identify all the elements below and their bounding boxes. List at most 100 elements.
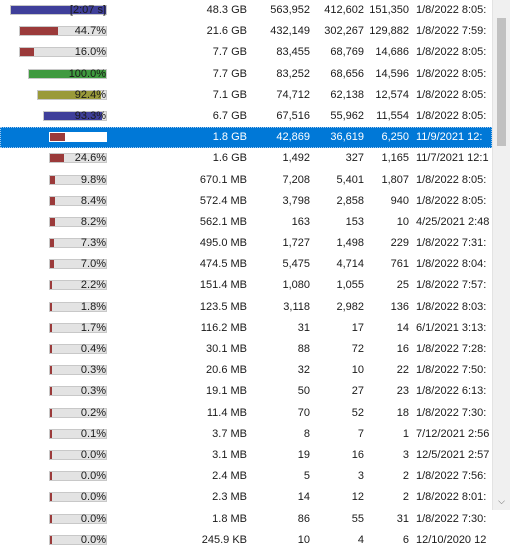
size-percent-bar-fill xyxy=(50,493,52,502)
files-count-cell: 2,858 xyxy=(336,194,364,207)
files-count-cell: 1,498 xyxy=(336,237,364,250)
percent-cell: 7.0% xyxy=(80,258,106,271)
files-count-cell: 7 xyxy=(357,427,364,440)
size-cell: 123.5 MB xyxy=(199,300,247,313)
items-count-cell: 42,869 xyxy=(276,131,310,144)
size-percent-bar-fill xyxy=(50,408,52,417)
size-cell: 116.2 MB xyxy=(200,321,247,334)
percent-cell: 0.0% xyxy=(80,448,106,461)
folders-count-cell: 14 xyxy=(396,321,409,334)
folders-count-cell: 23 xyxy=(396,385,409,398)
last-modified-cell: 6/1/2021 3:13: xyxy=(416,321,487,334)
folders-count-cell: 31 xyxy=(396,512,409,525)
folders-count-cell: 16 xyxy=(396,343,409,355)
size-percent-bar-fill xyxy=(50,450,52,459)
size-cell: 48.3 GB xyxy=(206,4,247,16)
files-count-cell: 5,401 xyxy=(336,173,364,186)
folders-count-cell: 25 xyxy=(396,279,409,292)
last-modified-cell: 1/8/2022 8:01: xyxy=(416,491,487,504)
size-cell: 151.4 MB xyxy=(199,279,247,292)
table-row[interactable]: 93.3% 6.7 GB 67,516 55,962 11,554 1/8/2022 8:… xyxy=(0,106,492,127)
files-count-cell: 412,602 xyxy=(324,4,364,16)
table-row[interactable]: 100.0% 7.7 GB 83,252 68,656 14,596 1/8/2022 8… xyxy=(0,64,492,85)
items-count-cell: 1,080 xyxy=(282,279,310,292)
table-row[interactable]: 8.2% 562.1 MB 163 153 10 4/25/2021 2:48 xyxy=(0,212,492,233)
vertical-scrollbar[interactable]: ⌵ xyxy=(492,0,510,510)
size-cell: 20.6 MB xyxy=(206,364,247,377)
table-row[interactable]: 0.0% 1.8 MB 86 55 31 1/8/2022 7:30: xyxy=(0,509,492,530)
percent-cell: 0.3% xyxy=(80,364,106,377)
percent-cell: 100.0% xyxy=(68,67,106,80)
last-modified-cell: 1/8/2022 7:50: xyxy=(416,364,487,377)
chevron-down-icon[interactable]: ⌵ xyxy=(498,496,505,506)
table-row[interactable]: 0.1% 3.7 MB 8 7 1 7/12/2021 2:56 xyxy=(0,424,492,445)
table-row[interactable]: 0.2% 11.4 MB 70 52 18 1/8/2022 7:30: xyxy=(0,403,492,424)
percent-cell: 0.4% xyxy=(80,343,106,355)
items-count-cell: 70 xyxy=(297,406,310,419)
table-row[interactable]: 8.4% 572.4 MB 3,798 2,858 940 1/8/2022 8:05: xyxy=(0,191,492,212)
items-count-cell: 74,712 xyxy=(276,88,310,101)
table-row[interactable]: 27.6% 1.8 GB 42,869 36,619 6,250 11/9/2021 12… xyxy=(0,127,492,149)
folders-count-cell: 12,574 xyxy=(375,88,409,101)
last-modified-cell: 1/8/2022 8:05: xyxy=(416,109,487,122)
table-row[interactable]: 2.2% 151.4 MB 1,080 1,055 25 1/8/2022 7:57: xyxy=(0,275,492,296)
last-modified-cell: 1/8/2022 6:13: xyxy=(416,385,487,398)
items-count-cell: 8 xyxy=(303,427,310,440)
size-percent-bar-fill xyxy=(50,323,52,332)
table-row[interactable]: 24.6% 1.6 GB 1,492 327 1,165 11/7/2021 12:1 xyxy=(0,148,492,169)
folders-count-cell: 22 xyxy=(396,364,409,377)
size-percent-bar xyxy=(49,365,107,376)
items-count-cell: 7,208 xyxy=(282,173,310,186)
items-count-cell: 1,492 xyxy=(282,152,310,165)
last-modified-cell: 1/8/2022 8:04: xyxy=(416,258,487,271)
table-row[interactable]: 92.4% 7.1 GB 74,712 62,138 12,574 1/8/2022 8:… xyxy=(0,85,492,106)
size-percent-bar xyxy=(49,492,107,503)
scrollbar-thumb[interactable] xyxy=(497,18,506,146)
size-cell: 7.7 GB xyxy=(212,46,247,59)
percent-cell: 93.3% xyxy=(74,109,106,122)
size-percent-bar-fill xyxy=(38,90,101,99)
last-modified-cell: 12/5/2021 2:57 xyxy=(416,448,490,461)
folders-count-cell: 229 xyxy=(390,237,409,250)
size-percent-bar xyxy=(37,89,107,100)
table-row[interactable]: 0.0% 245.9 KB 10 4 6 12/10/2020 12 xyxy=(0,530,492,551)
table-row[interactable]: [2:07 s] 48.3 GB 563,952 412,602 151,350 1/8/… xyxy=(0,0,492,21)
percent-cell: 16.0% xyxy=(74,46,106,59)
files-count-cell: 302,267 xyxy=(324,25,364,38)
files-count-cell: 72 xyxy=(351,343,364,355)
size-percent-bar xyxy=(10,5,107,15)
size-percent-bar xyxy=(49,280,107,291)
size-percent-bar-fill xyxy=(20,48,34,57)
files-count-cell: 55,962 xyxy=(330,109,364,122)
table-row[interactable]: 7.3% 495.0 MB 1,727 1,498 229 1/8/2022 7:31: xyxy=(0,233,492,254)
last-modified-cell: 4/25/2021 2:48 xyxy=(416,215,490,228)
size-percent-bar-fill xyxy=(50,429,52,438)
files-count-cell: 17 xyxy=(351,321,364,334)
table-row[interactable]: 0.0% 3.1 MB 19 16 3 12/5/2021 2:57 xyxy=(0,445,492,466)
folders-count-cell: 6 xyxy=(402,533,409,546)
folders-count-cell: 6,250 xyxy=(381,131,409,144)
table-row[interactable]: 0.0% 2.3 MB 14 12 2 1/8/2022 8:01: xyxy=(0,487,492,508)
size-cell: 2.4 MB xyxy=(212,470,247,483)
size-percent-bar xyxy=(19,26,107,37)
items-count-cell: 88 xyxy=(297,343,310,355)
files-count-cell: 68,656 xyxy=(330,67,364,80)
last-modified-cell: 1/8/2022 8:05: xyxy=(416,173,487,186)
size-percent-bar-fill xyxy=(50,345,52,353)
table-row[interactable]: 1.8% 123.5 MB 3,118 2,982 136 1/8/2022 8:03: xyxy=(0,297,492,318)
size-percent-bar-fill xyxy=(50,239,54,248)
folders-count-cell: 14,596 xyxy=(375,67,409,80)
table-row[interactable]: 0.0% 2.4 MB 5 3 2 1/8/2022 7:56: xyxy=(0,466,492,487)
table-row[interactable]: 7.0% 474.5 MB 5,475 4,714 761 1/8/2022 8:04: xyxy=(0,254,492,275)
table-row[interactable]: 44.7% 21.6 GB 432,149 302,267 129,882 1/8/202… xyxy=(0,21,492,42)
table-row[interactable]: 0.3% 19.1 MB 50 27 23 1/8/2022 6:13: xyxy=(0,381,492,402)
size-cell: 1.8 GB xyxy=(212,131,247,144)
folders-count-cell: 1,165 xyxy=(381,152,409,165)
table-row[interactable]: 1.7% 116.2 MB 31 17 14 6/1/2021 3:13: xyxy=(0,318,492,339)
table-row[interactable]: 0.4% 30.1 MB 88 72 16 1/8/2022 7:28: xyxy=(0,339,492,360)
size-cell: 2.3 MB xyxy=(212,491,247,504)
table-row[interactable]: 16.0% 7.7 GB 83,455 68,769 14,686 1/8/2022 8:… xyxy=(0,42,492,63)
table-row[interactable]: 9.8% 670.1 MB 7,208 5,401 1,807 1/8/2022 8:05… xyxy=(0,170,492,191)
table-row[interactable]: 0.3% 20.6 MB 32 10 22 1/8/2022 7:50: xyxy=(0,360,492,381)
items-count-cell: 86 xyxy=(297,512,310,525)
